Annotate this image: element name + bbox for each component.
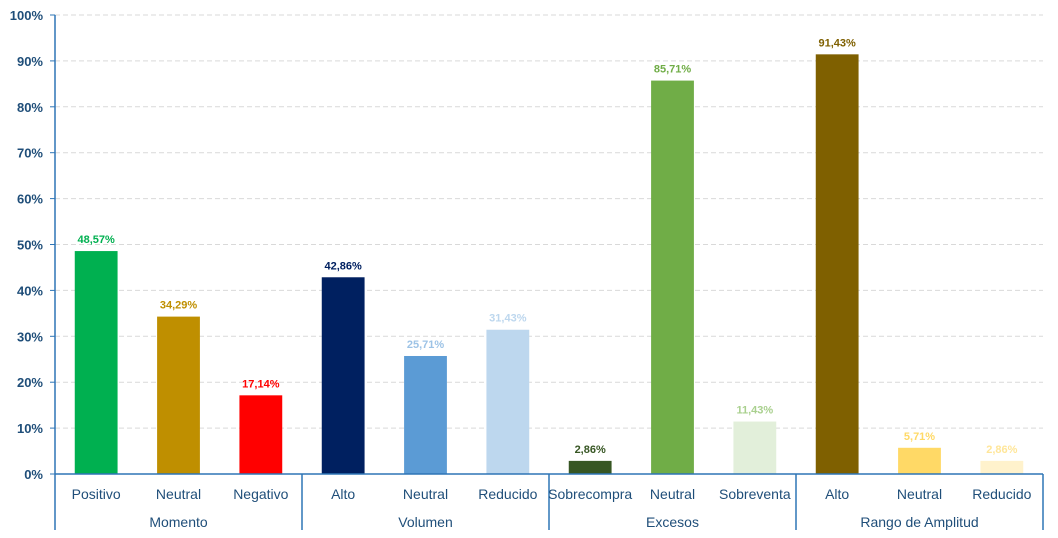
group-label: Momento [149, 514, 208, 530]
y-tick-label: 20% [17, 375, 43, 390]
y-tick-label: 70% [17, 146, 43, 161]
data-label: 31,43% [489, 313, 527, 325]
gridlines [55, 14, 1043, 429]
group-label: Rango de Amplitud [860, 514, 978, 530]
data-label: 17,14% [242, 378, 280, 390]
category-labels: Positivo Neutral Negativo Alto Neutral Reduci… [72, 486, 1032, 502]
y-tick-label: 40% [17, 283, 43, 298]
bar [651, 80, 694, 475]
data-label: 48,57% [78, 234, 116, 246]
y-tick-label: 80% [17, 100, 43, 115]
data-label: 2,86% [986, 444, 1017, 456]
category-label: Reducido [972, 486, 1031, 502]
data-label: 42,86% [325, 260, 363, 272]
data-label: 25,71% [407, 339, 445, 351]
group-labels: Momento Volumen Excesos Rango de Amplitud [149, 514, 978, 530]
axes [50, 14, 1044, 530]
bar [568, 460, 612, 474]
y-tick-label: 50% [17, 238, 43, 253]
category-label: Neutral [403, 486, 448, 502]
category-label: Positivo [72, 486, 121, 502]
category-label: Negativo [233, 486, 288, 502]
category-label: Neutral [897, 486, 942, 502]
bar [321, 277, 365, 474]
category-label: Neutral [650, 486, 695, 502]
category-label: Neutral [156, 486, 201, 502]
data-labels: 48,57% 34,29% 17,14% 42,86% 25,71% 31,43% 2,86… [78, 37, 1018, 456]
bars [74, 54, 1024, 475]
data-label: 5,71% [904, 431, 935, 443]
group-label: Volumen [398, 514, 452, 530]
bar [898, 447, 941, 474]
y-tick-label: 30% [17, 329, 43, 344]
category-label: Reducido [478, 486, 537, 502]
data-label: 91,43% [819, 37, 857, 49]
group-label: Excesos [646, 514, 699, 530]
bar [74, 251, 118, 474]
y-tick-label: 100% [10, 8, 44, 23]
data-label: 34,29% [160, 300, 198, 312]
bar [733, 421, 777, 474]
bar [157, 316, 200, 474]
y-tick-label: 60% [17, 192, 43, 207]
bar [980, 460, 1024, 474]
y-axis-ticks: 0% 10% 20% 30% 40% 50% 60% 70% 80% 90% 100% [10, 8, 44, 482]
y-tick-label: 90% [17, 54, 43, 69]
bar [404, 355, 447, 474]
y-tick-label: 10% [17, 421, 43, 436]
bar [486, 329, 530, 474]
data-label: 85,71% [654, 64, 692, 76]
bar [239, 395, 283, 474]
category-label: Alto [825, 486, 849, 502]
data-label: 2,86% [575, 444, 606, 456]
y-tick-label: 0% [24, 467, 43, 482]
category-label: Alto [331, 486, 355, 502]
data-label: 11,43% [736, 405, 773, 417]
bar [815, 54, 859, 474]
category-label: Sobrecompra [548, 486, 632, 502]
category-label: Sobreventa [719, 486, 791, 502]
